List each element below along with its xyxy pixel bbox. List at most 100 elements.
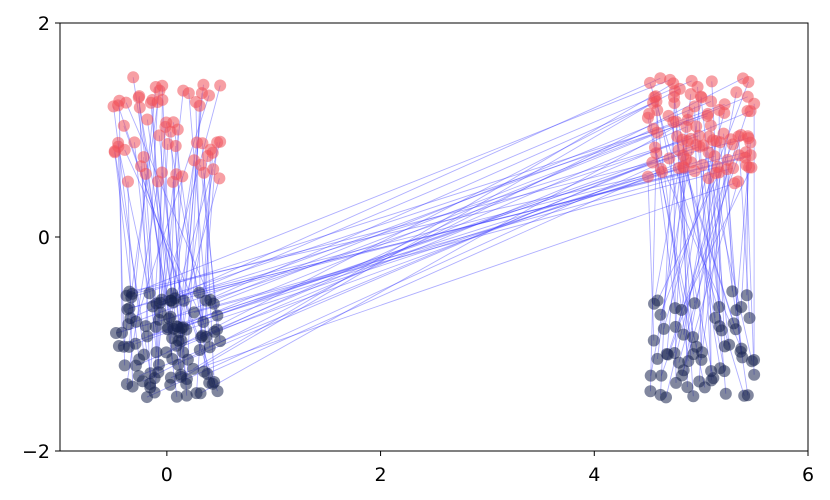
matching-line (139, 107, 173, 294)
target-point (721, 163, 734, 176)
target-point (128, 136, 141, 149)
target-point (654, 162, 667, 175)
source-point (187, 362, 200, 375)
matching-line (214, 128, 654, 333)
x-tick-label: 6 (802, 464, 814, 486)
target-point (704, 119, 717, 132)
matching-line (124, 149, 204, 323)
source-point (194, 387, 207, 400)
matching-line (125, 102, 218, 316)
target-point (718, 106, 731, 119)
source-point (153, 313, 166, 326)
source-point (654, 308, 667, 321)
y-tick-label: −2 (22, 441, 50, 463)
source-point (146, 300, 159, 313)
matching-line (199, 157, 746, 294)
source-point (682, 355, 695, 368)
target-point (193, 99, 206, 112)
matching-line (132, 137, 749, 295)
source-point (644, 385, 657, 398)
source-point (713, 300, 726, 313)
target-point (721, 153, 734, 166)
target-point (214, 79, 227, 92)
source-point (137, 348, 150, 361)
matching-line (745, 165, 755, 375)
matching-line (663, 112, 725, 329)
source-point (203, 341, 216, 354)
target-point (121, 175, 134, 188)
target-point (153, 84, 166, 97)
target-point (167, 116, 180, 129)
target-point (201, 150, 214, 163)
matching-line (655, 152, 742, 349)
source-point (688, 297, 701, 310)
target-point (667, 90, 680, 103)
matching-line (132, 77, 173, 339)
matching-line (127, 115, 708, 310)
source-point (709, 311, 722, 324)
source-point (141, 330, 154, 343)
target-point (705, 75, 718, 88)
matching-line (168, 100, 712, 319)
matching-line (133, 142, 157, 353)
source-point (211, 385, 224, 398)
matching-line (147, 157, 670, 337)
source-point (118, 359, 131, 372)
matching-line (682, 155, 688, 388)
target-point (667, 115, 680, 128)
matching-line (117, 146, 150, 294)
source-point (654, 388, 667, 401)
source-point (140, 391, 153, 404)
source-point (181, 353, 194, 366)
matching-line (674, 136, 710, 354)
matching-line (174, 170, 695, 299)
matching-line (681, 181, 739, 376)
target-point (213, 172, 226, 185)
source-point (718, 365, 731, 378)
source-point (660, 347, 673, 360)
target-point (680, 120, 693, 133)
source-point (167, 322, 180, 335)
source-point (112, 340, 125, 353)
target-point (156, 93, 169, 106)
source-point (738, 389, 751, 402)
target-point (677, 149, 690, 162)
source-point (736, 351, 749, 364)
target-point (197, 166, 210, 179)
source-point (651, 352, 664, 365)
target-point (161, 137, 174, 150)
matching-line (205, 101, 657, 301)
source-point (743, 312, 756, 325)
target-point (696, 158, 709, 171)
matching-line (170, 102, 654, 386)
matching-line (130, 80, 692, 319)
source-point (686, 331, 699, 344)
matching-line (182, 169, 214, 353)
target-point (648, 91, 661, 104)
target-point (671, 130, 684, 143)
source-point (735, 342, 748, 355)
matching-line (128, 86, 157, 347)
source-point (152, 366, 165, 379)
source-point (655, 369, 668, 382)
source-point (160, 346, 173, 359)
target-point (690, 120, 703, 133)
matching-line (186, 155, 715, 331)
source-point (719, 387, 732, 400)
source-point (705, 365, 718, 378)
source-point (729, 323, 742, 336)
target-point (701, 109, 714, 122)
matching-line (154, 143, 169, 379)
source-point (644, 369, 657, 382)
matching-line (160, 85, 221, 313)
matching-line (131, 113, 709, 298)
target-point (647, 122, 660, 135)
target-point (641, 170, 654, 183)
target-point (681, 135, 694, 148)
source-point (170, 339, 183, 352)
target-point (681, 106, 694, 119)
target-point (118, 143, 131, 156)
matching-line (660, 155, 740, 376)
source-point (208, 325, 221, 338)
